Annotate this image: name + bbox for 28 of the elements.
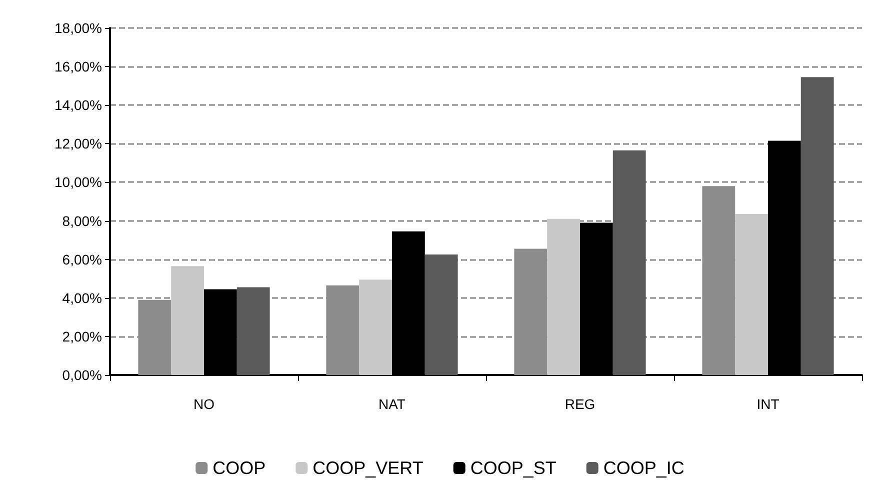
bar bbox=[800, 77, 834, 375]
bar bbox=[612, 150, 646, 375]
x-tick-label: REG bbox=[564, 396, 596, 412]
legend-label: COOP bbox=[212, 458, 266, 478]
x-tick-label: NO bbox=[194, 396, 215, 412]
bar bbox=[171, 266, 204, 375]
bar bbox=[514, 248, 548, 375]
x-tick-label: INT bbox=[756, 396, 780, 412]
y-tick-label: 10,00% bbox=[54, 174, 102, 190]
bar bbox=[424, 254, 458, 375]
legend-label: COOP_ST bbox=[470, 458, 556, 478]
y-tick-label: 12,00% bbox=[54, 136, 102, 152]
bar bbox=[547, 218, 580, 375]
y-tick-label: 16,00% bbox=[54, 58, 102, 75]
legend-label: COOP_VERT bbox=[312, 458, 424, 478]
y-tick-label: 4,00% bbox=[62, 290, 102, 306]
y-tick-label: 18,00% bbox=[54, 20, 102, 36]
bar bbox=[326, 285, 360, 375]
legend-label: COOP_IC bbox=[603, 458, 684, 478]
x-tick-label: NAT bbox=[378, 396, 406, 412]
y-tick-label: 14,00% bbox=[54, 97, 102, 114]
bar bbox=[359, 280, 392, 375]
y-tick-label: 2,00% bbox=[62, 328, 102, 344]
y-tick-label: 6,00% bbox=[62, 251, 102, 268]
y-tick-label: 8,00% bbox=[62, 212, 102, 229]
bar bbox=[735, 214, 768, 375]
bar bbox=[236, 287, 270, 375]
y-tick-label: 0,00% bbox=[62, 367, 102, 383]
